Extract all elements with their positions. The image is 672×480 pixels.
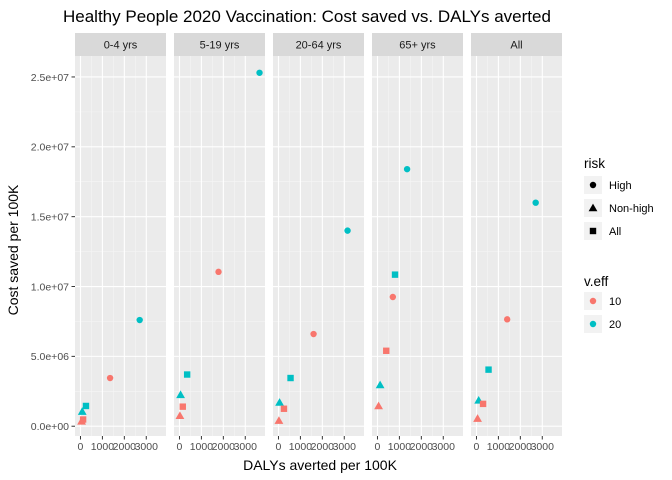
legend-key-veff-20	[589, 320, 597, 328]
y-axis-title: Cost saved per 100K	[5, 184, 21, 315]
data-point-non-high-veff-10	[473, 414, 482, 422]
facet-strip-label: 0-4 yrs	[104, 40, 138, 52]
x-tick-label: 2000	[509, 441, 533, 453]
data-point-all-veff-20	[391, 271, 399, 278]
facet-strip-label: 65+ yrs	[399, 40, 436, 52]
x-tick-label: 0	[177, 441, 183, 453]
x-tick-label: 1000	[487, 441, 511, 453]
x-tick-label: 3000	[432, 441, 456, 453]
legend-label-all: All	[609, 226, 621, 238]
facet-strip	[75, 33, 166, 56]
facet-strip	[471, 33, 562, 56]
data-point-all-veff-20	[183, 371, 191, 378]
data-point-high-veff-20	[344, 227, 351, 234]
x-tick-label: 2000	[410, 441, 434, 453]
x-tick-label: 2000	[113, 441, 137, 453]
y-tick-label: 2.0e+07	[31, 142, 69, 154]
data-point-all-veff-10	[79, 416, 87, 423]
data-point-non-high-veff-10	[274, 416, 284, 424]
data-point-all-veff-20	[287, 374, 294, 382]
facet-strip-label: 5-19 yrs	[200, 40, 240, 52]
x-tick-label: 3000	[531, 441, 555, 453]
data-point-non-high-veff-10	[175, 411, 185, 420]
legend-label-non-high: Non-high	[609, 203, 654, 215]
facet-plot-background	[174, 56, 265, 436]
y-tick-label: 2.5e+07	[31, 72, 69, 84]
facet-plot-background	[372, 56, 463, 436]
chart-title: Healthy People 2020 Vaccination: Cost sa…	[63, 7, 551, 26]
legend-key-all	[589, 227, 597, 235]
facet-strip-label: All	[510, 40, 522, 52]
legend-key-high	[589, 181, 597, 189]
data-point-high-veff-10	[503, 316, 511, 323]
legend-label-veff-10: 10	[609, 296, 621, 308]
x-tick-label: 2000	[311, 441, 335, 453]
x-tick-label: 1000	[289, 441, 313, 453]
facet-strip	[372, 33, 463, 56]
y-axis: 0.0e+00 5.0e+06 1.0e+07 1.5e+07 2.0e+07 2.5e+…	[31, 72, 75, 433]
x-tick-label: 2000	[212, 441, 236, 453]
facet-plot-background	[273, 56, 364, 436]
x-tick-label: 3000	[234, 441, 258, 453]
legend-key-non-high	[588, 203, 598, 212]
facet-plot-background	[75, 56, 166, 436]
facet-strip	[174, 33, 265, 56]
y-tick-label: 1.5e+07	[31, 211, 69, 223]
data-point-all-veff-10	[383, 347, 390, 354]
facet-strip	[273, 33, 364, 56]
y-tick-label: 0.0e+00	[31, 421, 69, 433]
data-point-non-high-veff-20	[77, 407, 87, 415]
x-tick-label: 0	[474, 441, 480, 453]
legend-label-veff-20: 20	[609, 319, 621, 331]
data-point-high-veff-10	[215, 268, 222, 276]
facet-strip-label: 20-64 yrs	[296, 40, 342, 52]
x-axis-title: DALYs averted per 100K	[243, 457, 397, 473]
legend-label-high: High	[609, 180, 632, 192]
data-point-high-veff-10	[106, 374, 114, 382]
data-point-high-veff-20	[532, 199, 539, 206]
x-tick-label: 1000	[91, 441, 115, 453]
legend-title-risk: risk	[584, 156, 605, 171]
data-point-high-veff-20	[256, 69, 263, 76]
data-point-non-high-veff-10	[374, 401, 383, 410]
y-tick-label: 1.0e+07	[31, 281, 69, 293]
data-point-high-veff-10	[310, 330, 317, 338]
data-point-all-veff-10	[179, 403, 186, 410]
x-tick-label: 1000	[388, 441, 412, 453]
facet-plot-background	[471, 56, 562, 436]
data-point-all-veff-10	[280, 405, 288, 412]
data-point-non-high-veff-20	[176, 390, 185, 399]
data-point-all-veff-20	[82, 402, 90, 410]
x-tick-label: 3000	[333, 441, 357, 453]
x-tick-label: 3000	[135, 441, 159, 453]
data-point-all-veff-10	[479, 400, 487, 408]
data-point-high-veff-20	[136, 316, 143, 324]
legend-risk: risk High Non-high All	[584, 156, 654, 240]
x-tick-label: 0	[276, 441, 282, 453]
y-tick-label: 5.0e+06	[31, 351, 69, 363]
data-point-non-high-veff-20	[275, 398, 284, 406]
x-tick-label: 0	[375, 441, 381, 453]
data-point-all-veff-20	[485, 366, 492, 373]
data-point-non-high-veff-20	[375, 380, 385, 389]
legend-key-veff-10	[589, 297, 597, 305]
data-point-high-veff-10	[389, 293, 397, 301]
legend-title-v-eff: v.eff	[584, 274, 609, 289]
x-tick-label: 0	[78, 441, 84, 453]
data-point-high-veff-20	[403, 165, 411, 173]
x-tick-label: 1000	[190, 441, 214, 453]
